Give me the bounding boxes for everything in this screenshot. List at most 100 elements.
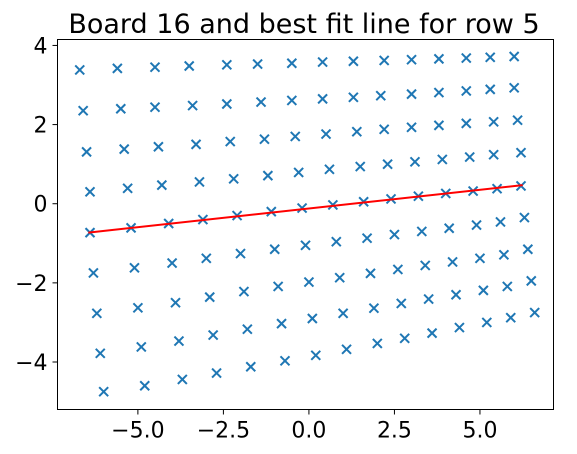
- data-point: [331, 236, 342, 247]
- data-point: [396, 298, 407, 309]
- x-tick-label: 5.0: [462, 419, 497, 444]
- data-point: [149, 101, 161, 113]
- data-point: [269, 244, 280, 255]
- data-point: [235, 248, 246, 259]
- data-point: [481, 317, 493, 328]
- data-point: [488, 116, 499, 128]
- data-point: [98, 386, 109, 397]
- data-point: [519, 212, 530, 223]
- data-point: [211, 367, 222, 379]
- data-point: [361, 232, 373, 244]
- data-point: [495, 216, 506, 228]
- data-point: [136, 341, 147, 353]
- data-point: [74, 64, 85, 76]
- data-point: [368, 302, 380, 314]
- data-point: [300, 240, 311, 251]
- data-point: [207, 329, 219, 341]
- data-point: [221, 98, 233, 110]
- data-point: [272, 281, 284, 292]
- y-tick-label: 4: [34, 34, 48, 59]
- data-point: [279, 355, 291, 367]
- data-point: [296, 202, 308, 214]
- data-point: [84, 186, 96, 198]
- data-point: [91, 308, 103, 319]
- data-point: [478, 285, 489, 296]
- data-point: [406, 88, 417, 100]
- data-point: [406, 54, 417, 65]
- data-point: [392, 264, 404, 275]
- data-point: [115, 103, 126, 114]
- data-point: [433, 53, 445, 65]
- data-point: [242, 323, 253, 335]
- data-point: [88, 267, 99, 279]
- data-point: [378, 124, 390, 135]
- data-point: [228, 173, 239, 185]
- data-point: [389, 229, 400, 240]
- data-point: [488, 149, 499, 160]
- data-point: [355, 161, 366, 172]
- data-point: [132, 302, 144, 314]
- data-point: [399, 333, 410, 344]
- x-tick-label: 0.0: [291, 419, 326, 444]
- data-point: [324, 164, 335, 175]
- y-axis: −4 −2 0 2 4: [15, 34, 58, 376]
- data-point: [286, 95, 298, 106]
- data-point: [245, 361, 256, 372]
- data-point: [95, 348, 106, 359]
- data-point: [201, 253, 212, 264]
- data-point: [461, 52, 472, 64]
- data-point: [372, 338, 383, 349]
- y-tick-label: −4: [15, 351, 47, 376]
- data-point: [170, 297, 181, 308]
- x-tick-label: 2.5: [377, 419, 412, 444]
- data-point: [447, 256, 458, 268]
- data-point: [341, 344, 352, 355]
- data-point: [409, 156, 421, 167]
- data-point: [461, 118, 472, 129]
- data-point: [320, 128, 332, 140]
- data-point: [378, 55, 390, 66]
- data-point: [293, 167, 304, 178]
- data-point: [276, 318, 287, 329]
- data-point: [348, 92, 359, 103]
- data-point: [177, 374, 188, 385]
- data-point: [454, 322, 465, 333]
- data-point: [112, 63, 123, 74]
- x-axis: −5.0 −2.5 0.0 2.5 5.0: [111, 409, 497, 444]
- x-tick-label: −2.5: [197, 419, 250, 444]
- data-point: [406, 122, 417, 133]
- data-point: [512, 115, 523, 126]
- data-point: [166, 257, 178, 269]
- data-point: [81, 146, 92, 158]
- data-point: [204, 291, 215, 303]
- data-point: [225, 136, 236, 147]
- data-point: [262, 170, 274, 181]
- data-point: [437, 154, 448, 165]
- data-point: [334, 272, 345, 283]
- data-point: [122, 183, 133, 194]
- data-point: [474, 253, 486, 264]
- data-point: [485, 52, 496, 63]
- data-point: [426, 327, 438, 339]
- data-point: [307, 313, 318, 324]
- data-point: [522, 244, 534, 255]
- data-point: [464, 151, 475, 163]
- y-tick-label: 0: [34, 193, 48, 218]
- data-point: [310, 350, 321, 361]
- chart-title: Board 16 and best fit line for row 5: [68, 9, 539, 40]
- data-point: [416, 226, 428, 237]
- data-point: [317, 56, 328, 68]
- data-point: [156, 179, 168, 191]
- data-point: [471, 219, 482, 231]
- best-fit-line: [88, 184, 523, 234]
- points-layer: [74, 51, 540, 397]
- data-point: [129, 262, 140, 274]
- data-point: [351, 126, 363, 137]
- data-point: [252, 58, 263, 70]
- data-point: [194, 176, 205, 188]
- data-point: [238, 286, 250, 297]
- data-point: [420, 260, 431, 271]
- data-point: [173, 335, 185, 347]
- data-point: [529, 307, 540, 318]
